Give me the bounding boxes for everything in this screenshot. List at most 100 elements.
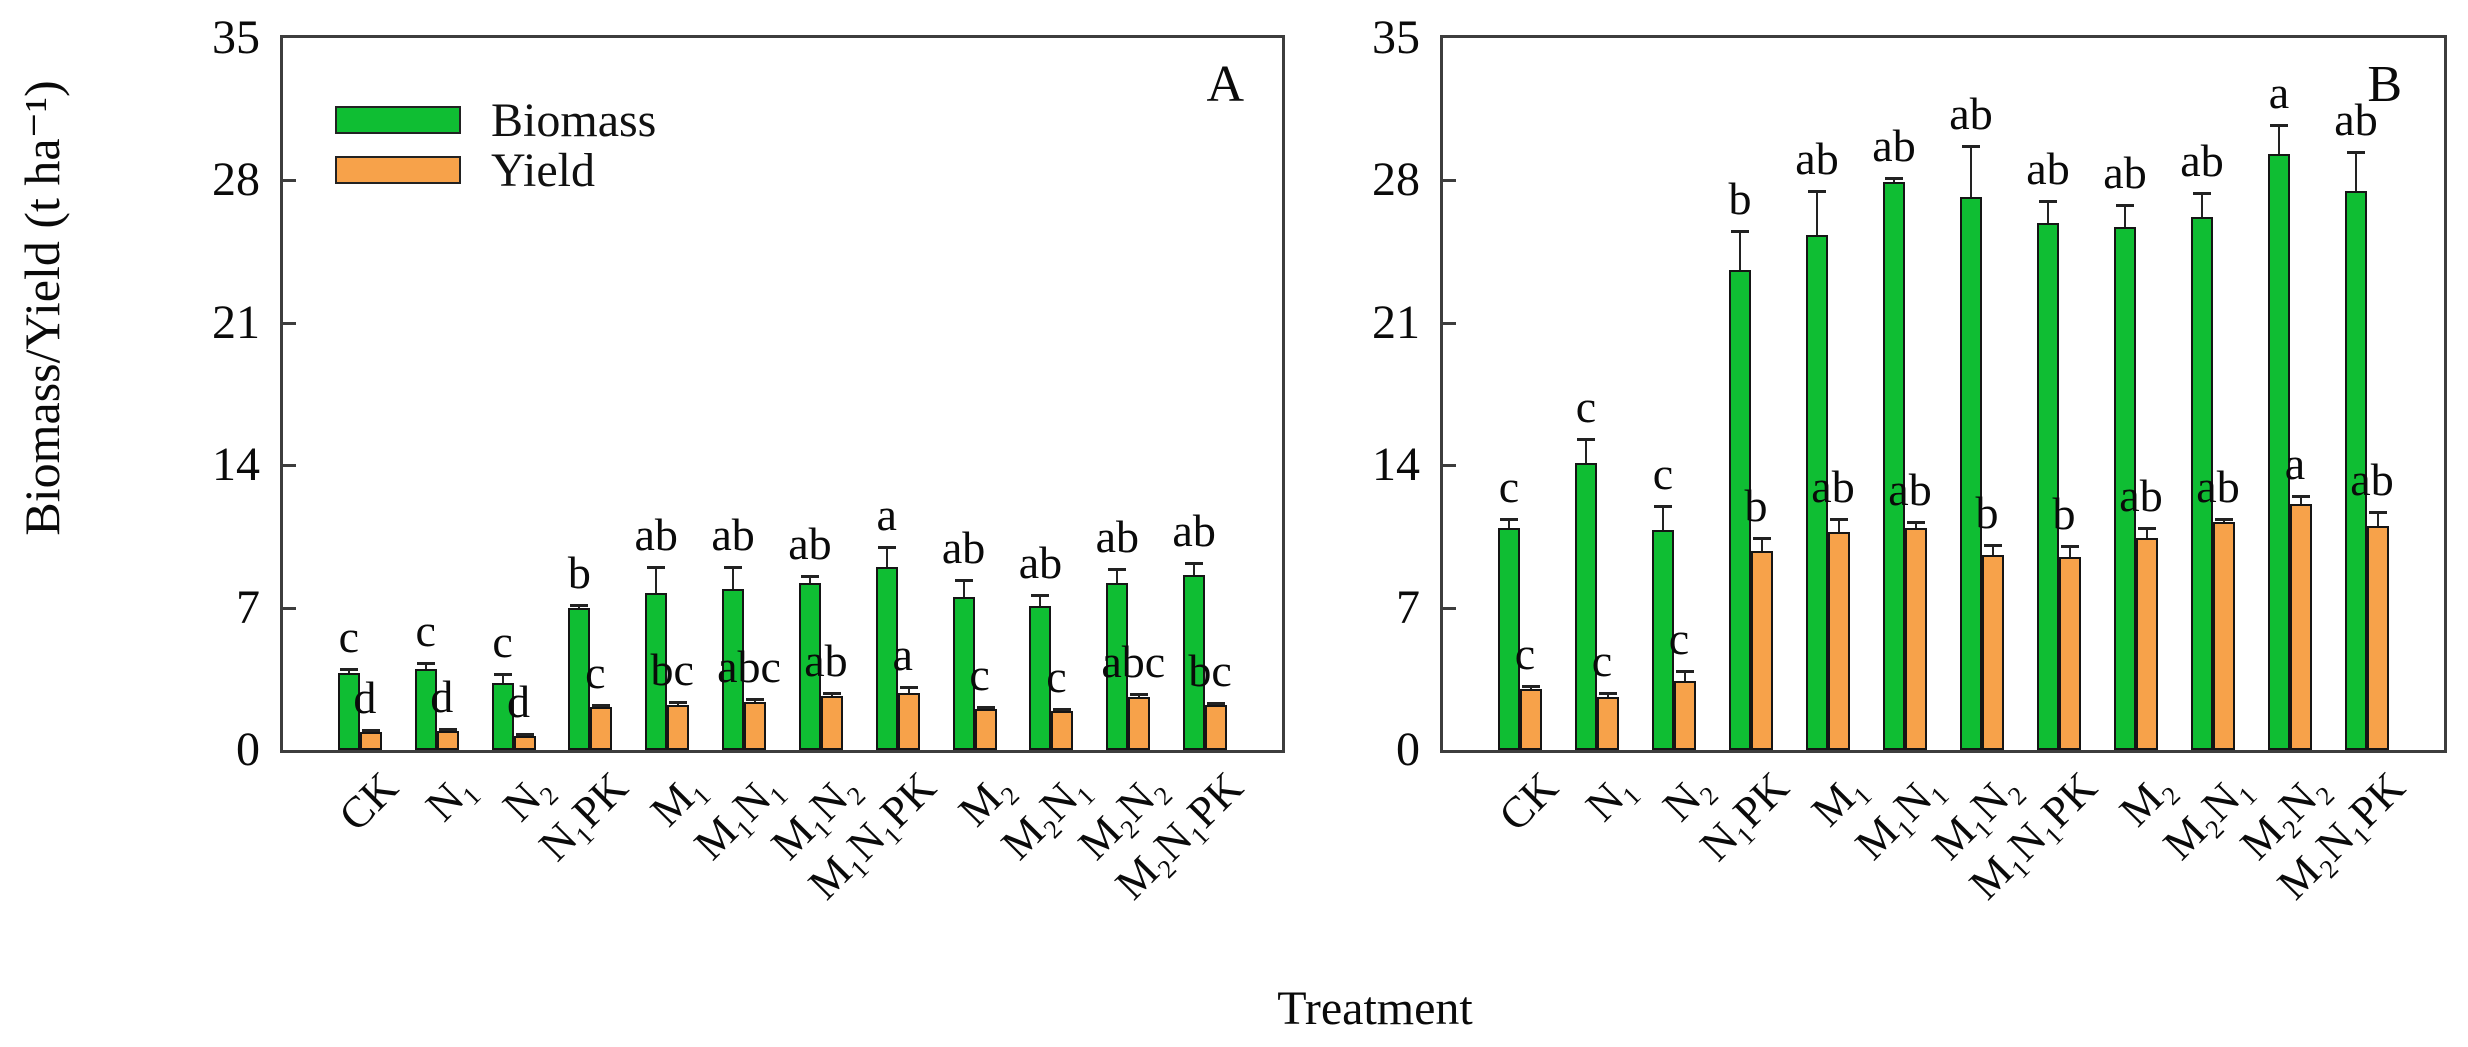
- error-bar: [885, 546, 888, 567]
- significance-letter-biomass: ab: [1172, 504, 1216, 556]
- bar-biomass-9: [952, 597, 975, 750]
- error-bar-cap: [1676, 669, 1694, 673]
- significance-letter-yield: b: [2052, 487, 2076, 539]
- panel-a-plot-area: Biomass Yield A c d CK c d N₁ c d N₂ b c N₁PK ab bc M₁…: [280, 35, 1285, 909]
- error-bar: [2300, 495, 2302, 504]
- error-bar: [2124, 204, 2126, 228]
- significance-letter-yield: b: [1744, 480, 1768, 532]
- bar-yield-7: [820, 696, 843, 750]
- significance-letter-yield: ab: [1888, 464, 1932, 516]
- bar-biomass-7: [798, 583, 821, 750]
- error-bar-cap: [2061, 544, 2079, 548]
- y-axis-tick: [283, 464, 296, 468]
- significance-letter-biomass: b: [567, 546, 591, 598]
- bar-biomass-10: [2191, 217, 2213, 750]
- error-bar: [1915, 522, 1917, 529]
- y-tick-label: 7: [236, 580, 260, 634]
- significance-letter-biomass: ab: [634, 508, 678, 560]
- error-bar: [2278, 125, 2280, 154]
- error-bar-cap: [1830, 518, 1848, 522]
- legend-label-yield: Yield: [491, 144, 595, 197]
- error-bar-cap: [1577, 437, 1595, 441]
- error-bar-cap: [1753, 537, 1771, 541]
- error-bar-cap: [1500, 518, 1518, 522]
- error-bar: [808, 576, 811, 584]
- significance-letter-biomass: ab: [1018, 537, 1063, 589]
- y-tick-label: 21: [1372, 295, 1420, 349]
- bar-yield-8: [2059, 556, 2081, 750]
- error-bar-cap: [2347, 150, 2365, 154]
- error-bar-cap: [2193, 191, 2211, 195]
- error-bar: [1992, 544, 1994, 555]
- bar-biomass-1: [1498, 528, 1520, 750]
- significance-letter-yield: bc: [650, 644, 694, 696]
- error-bar-cap: [416, 661, 435, 665]
- error-bar-cap: [1984, 543, 2002, 547]
- error-bar-cap: [592, 704, 611, 708]
- error-bar: [1838, 519, 1840, 533]
- error-bar-cap: [1031, 594, 1050, 598]
- error-bar: [1508, 519, 1510, 529]
- y-tick-label: 0: [236, 723, 260, 776]
- bar-yield-6: [1905, 528, 1927, 750]
- y-axis-tick: [1443, 179, 1456, 183]
- significance-letter-yield: d: [430, 670, 454, 722]
- significance-letter-yield: bc: [1188, 645, 1232, 697]
- error-bar: [424, 662, 427, 669]
- bar-biomass-5: [645, 593, 668, 750]
- bar-biomass-4: [1729, 269, 1751, 750]
- bar-yield-11: [2290, 503, 2312, 750]
- bar-yield-6: [744, 702, 767, 750]
- bar-biomass-12: [2345, 190, 2367, 750]
- bar-biomass-3: [1652, 530, 1674, 750]
- error-bar-cap: [1885, 177, 1903, 181]
- bar-biomass-2: [1575, 463, 1597, 750]
- significance-letter-yield: c: [585, 647, 606, 699]
- error-bar: [2146, 528, 2148, 539]
- significance-letter-biomass: ab: [788, 518, 832, 570]
- significance-letter-yield: c: [1046, 651, 1067, 703]
- bar-yield-1: [1520, 688, 1542, 750]
- error-bar: [1039, 595, 1042, 606]
- error-bar-cap: [647, 565, 666, 569]
- error-bar: [1662, 505, 1664, 531]
- panel-letter-b: B: [2367, 56, 2402, 113]
- significance-letter-biomass: ab: [1949, 87, 1993, 139]
- bar-yield-5: [1828, 532, 1850, 750]
- error-bar-cap: [2138, 527, 2156, 531]
- significance-letter-yield: ab: [2350, 453, 2394, 505]
- bar-biomass-6: [1883, 182, 1905, 750]
- significance-letter-yield: ab: [2119, 470, 2163, 522]
- panel-b-plot-area: B c c CK c c N₁ c c N₂ b b N₁PK ab ab M₁ ab ab M₁N₁ ab b M₁N…: [1440, 35, 2447, 909]
- y-tick-label: 7: [1396, 580, 1420, 634]
- bar-biomass-1: [337, 672, 360, 750]
- significance-letter-biomass: ab: [711, 508, 755, 560]
- bar-biomass-5: [1806, 235, 1828, 750]
- y-axis-title: Biomass/Yield (t ha⁻¹): [14, 80, 70, 536]
- bar-yield-8: [897, 693, 920, 750]
- significance-letter-yield: abc: [1101, 636, 1166, 688]
- bar-yield-12: [2367, 526, 2389, 750]
- significance-letter-biomass: ab: [2103, 146, 2147, 198]
- bar-yield-9: [2136, 538, 2158, 750]
- error-bar-cap: [1522, 684, 1540, 688]
- error-bar: [2201, 192, 2203, 217]
- y-tick-label: 0: [1396, 723, 1420, 776]
- error-bar-cap: [877, 545, 896, 549]
- error-bar-cap: [1731, 230, 1749, 234]
- error-bar: [907, 686, 910, 694]
- error-bar-cap: [1654, 504, 1672, 508]
- error-bar: [2355, 151, 2357, 191]
- error-bar: [1970, 145, 1972, 197]
- y-tick-label: 21: [212, 295, 260, 349]
- error-bar-cap: [1907, 521, 1925, 525]
- bar-yield-3: [1674, 680, 1696, 750]
- bar-yield-11: [1128, 697, 1151, 750]
- y-tick-label: 35: [1372, 11, 1420, 64]
- bar-biomass-12: [1183, 575, 1206, 750]
- significance-letter-biomass: a: [876, 488, 897, 540]
- bar-yield-7: [1982, 554, 2004, 750]
- error-bar: [655, 566, 658, 594]
- error-bar: [962, 580, 965, 598]
